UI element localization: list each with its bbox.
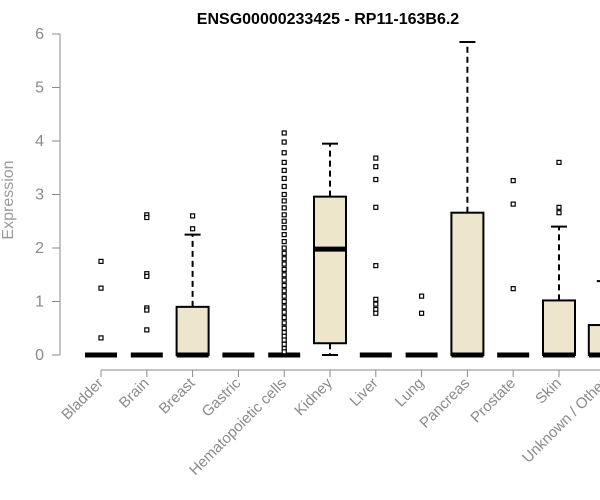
outlier-point bbox=[373, 204, 379, 210]
outlier-point bbox=[281, 341, 287, 347]
x-tick-label-prostate: Prostate bbox=[467, 375, 519, 427]
box-skin bbox=[542, 159, 576, 358]
outlier-point bbox=[373, 310, 379, 316]
box-prostate bbox=[497, 177, 530, 358]
outlier-point bbox=[281, 256, 287, 262]
outlier-point bbox=[510, 201, 516, 207]
outlier-point bbox=[373, 301, 379, 307]
outlier-point bbox=[144, 307, 150, 313]
outlier-point bbox=[281, 293, 287, 299]
outlier-point bbox=[510, 177, 516, 184]
x-tick-label-lung: Lung bbox=[392, 375, 428, 411]
outlier-point bbox=[373, 164, 379, 170]
outlier-point bbox=[419, 293, 425, 299]
outlier-point bbox=[556, 210, 562, 216]
outlier-point bbox=[281, 159, 287, 165]
outlier-point bbox=[281, 198, 287, 204]
outlier-point bbox=[281, 191, 287, 198]
box-pancreas bbox=[450, 41, 485, 358]
outlier-point bbox=[281, 245, 287, 251]
x-tick-label-brain: Brain bbox=[116, 375, 153, 412]
outlier-point bbox=[281, 225, 287, 231]
outlier-point bbox=[281, 261, 287, 267]
x-tick-label-kidney: Kidney bbox=[291, 374, 336, 419]
y-tick-label: 3 bbox=[35, 187, 44, 204]
outlier-point bbox=[281, 304, 287, 310]
outlier-point bbox=[281, 325, 287, 331]
outlier-point bbox=[281, 238, 287, 245]
box-kidney bbox=[313, 142, 347, 356]
x-tick-label-gastric: Gastric bbox=[199, 374, 245, 420]
outlier-point bbox=[144, 214, 150, 221]
outlier-point bbox=[281, 218, 287, 224]
box-iqr bbox=[313, 195, 347, 345]
outlier-point bbox=[281, 232, 287, 238]
box-hematopoietic-cells bbox=[268, 130, 301, 358]
y-tick-label: 6 bbox=[35, 26, 44, 43]
y-axis: 0 1 2 3 4 5 6 bbox=[35, 26, 61, 364]
chart-title: ENSG00000233425 - RP11-163B6.2 bbox=[197, 11, 460, 28]
box-iqr bbox=[542, 299, 576, 356]
box-liver bbox=[359, 155, 392, 358]
box-brain bbox=[130, 212, 163, 358]
outlier-point bbox=[281, 298, 287, 305]
outlier-point bbox=[281, 183, 287, 190]
outlier-point bbox=[373, 176, 379, 183]
box-breast bbox=[175, 213, 210, 358]
x-tick-label-skin: Skin bbox=[532, 375, 565, 408]
y-axis-label: Expression bbox=[0, 160, 17, 239]
outlier-point bbox=[190, 226, 196, 232]
outlier-point bbox=[144, 327, 150, 333]
y-tick-label: 5 bbox=[35, 80, 44, 97]
outlier-point bbox=[281, 130, 287, 136]
outlier-point bbox=[98, 285, 104, 291]
outlier-point bbox=[281, 309, 287, 315]
outlier-point bbox=[281, 212, 287, 218]
outlier-point bbox=[281, 314, 287, 321]
box-iqr bbox=[175, 305, 210, 357]
outlier-point bbox=[281, 175, 287, 182]
outlier-point bbox=[510, 286, 516, 292]
outlier-point bbox=[98, 335, 104, 341]
outlier-point bbox=[281, 266, 287, 272]
x-tick-label-pancreas: Pancreas bbox=[416, 375, 473, 432]
outlier-point bbox=[556, 204, 562, 210]
outlier-point bbox=[281, 288, 287, 294]
outlier-point bbox=[373, 263, 379, 269]
x-tick-label-breast: Breast bbox=[156, 374, 199, 417]
x-tick-label-liver: Liver bbox=[347, 375, 382, 410]
outlier-point bbox=[281, 282, 287, 289]
outlier-point bbox=[281, 272, 287, 278]
y-tick-label: 4 bbox=[35, 133, 44, 150]
outlier-point bbox=[373, 155, 379, 161]
box-unknown-other bbox=[587, 280, 600, 358]
box-iqr bbox=[587, 324, 600, 357]
y-tick-label: 2 bbox=[35, 240, 44, 257]
outlier-point bbox=[556, 159, 562, 165]
box-bladder bbox=[85, 258, 117, 358]
outlier-point bbox=[281, 139, 287, 145]
outlier-point bbox=[281, 277, 287, 283]
plot-area bbox=[85, 41, 600, 358]
outlier-point bbox=[281, 337, 287, 343]
y-tick-label: 0 bbox=[35, 347, 44, 364]
outlier-point bbox=[419, 310, 425, 316]
x-tick-label-bladder: Bladder bbox=[58, 375, 107, 424]
y-tick-label: 1 bbox=[35, 294, 44, 311]
outlier-point bbox=[190, 213, 196, 219]
outlier-point bbox=[281, 349, 287, 355]
outlier-point bbox=[373, 296, 379, 302]
box-lung bbox=[405, 293, 438, 358]
outlier-point bbox=[281, 150, 287, 156]
outlier-point bbox=[98, 258, 104, 264]
outlier-point bbox=[281, 167, 287, 174]
outlier-point bbox=[281, 320, 287, 326]
outlier-point bbox=[281, 250, 287, 256]
outlier-point bbox=[281, 205, 287, 211]
box-iqr bbox=[450, 211, 485, 356]
outlier-point bbox=[144, 273, 150, 279]
